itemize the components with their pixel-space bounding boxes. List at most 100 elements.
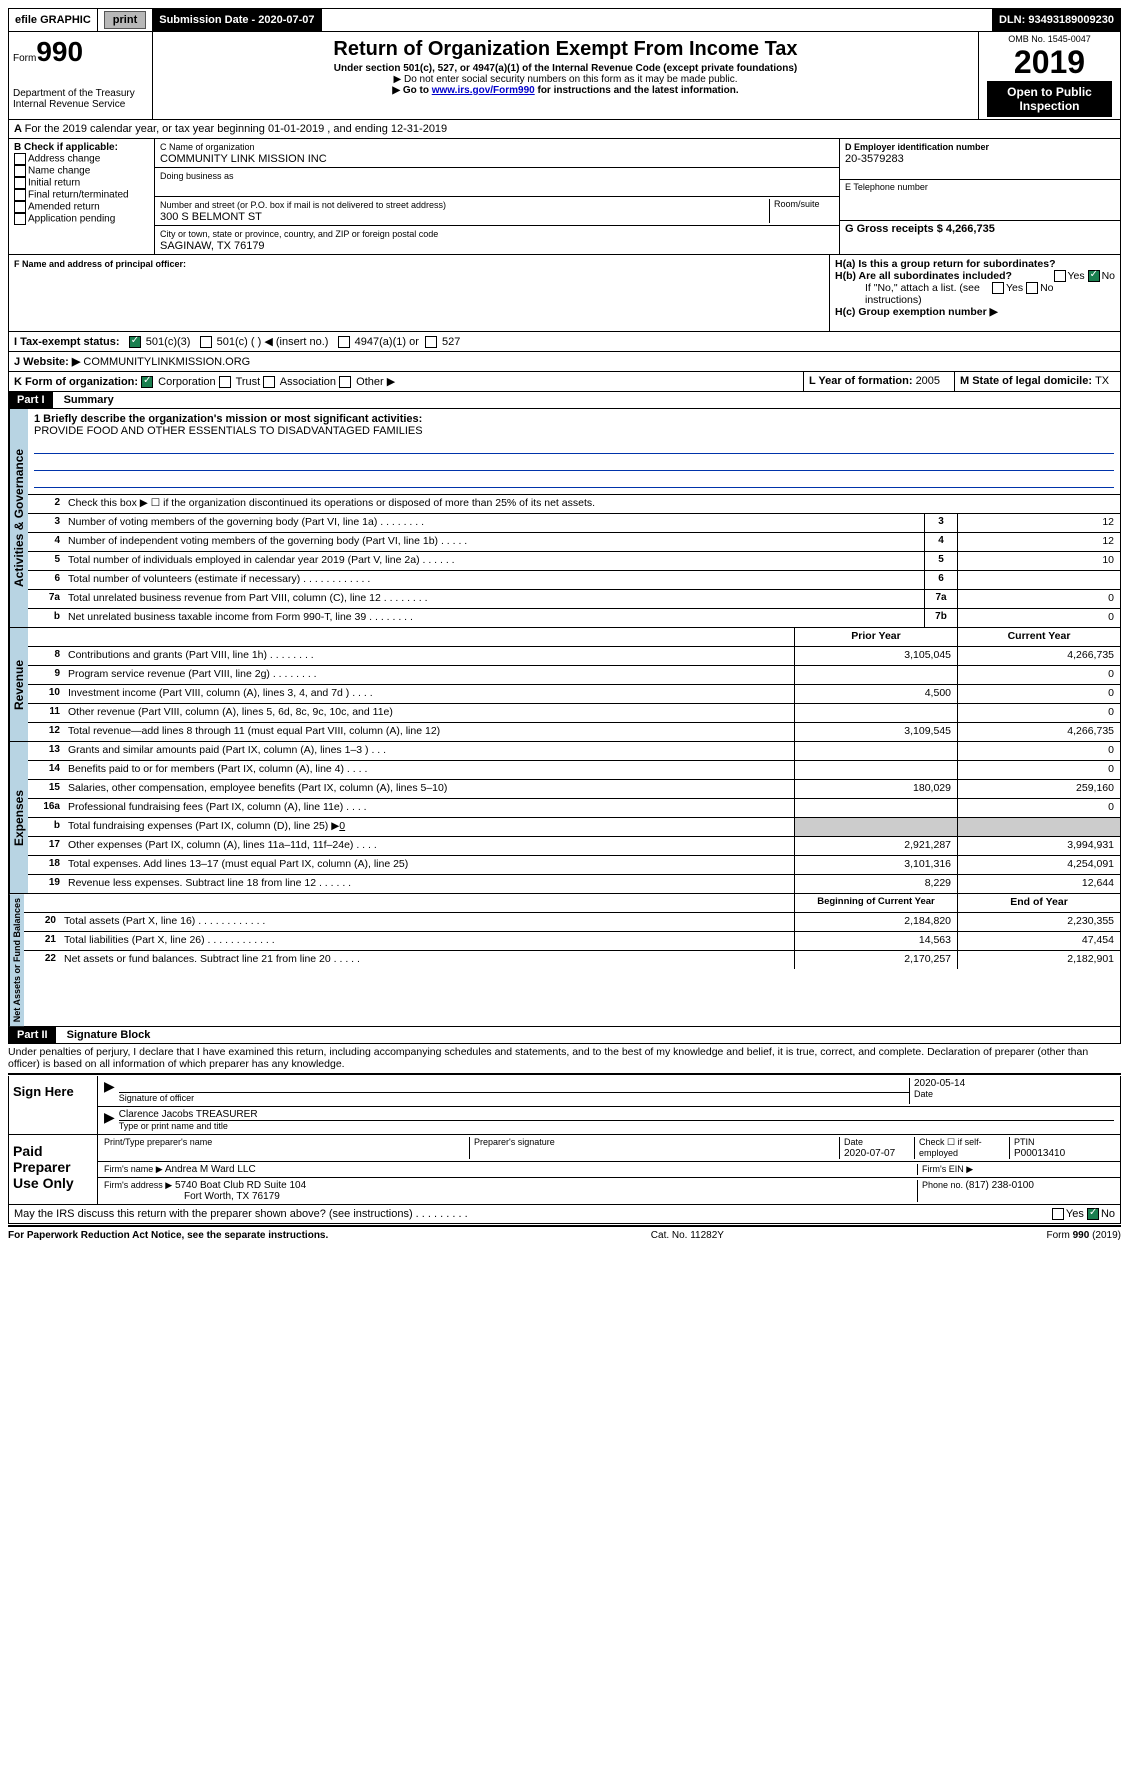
self-employed: Check ☐ if self-employed (915, 1137, 1010, 1159)
line-10: Investment income (Part VIII, column (A)… (64, 685, 794, 703)
val-20p: 2,184,820 (794, 913, 957, 931)
spacer (322, 9, 993, 31)
expenses-section: Expenses 13Grants and similar amounts pa… (8, 742, 1121, 894)
val-15c: 259,160 (957, 780, 1120, 798)
print-button[interactable]: print (98, 9, 153, 31)
line-2: Check this box ▶ ☐ if the organization d… (64, 495, 1120, 513)
box-f: F Name and address of principal officer: (9, 255, 830, 331)
firm-name: Andrea M Ward LLC (165, 1164, 256, 1175)
ein: 20-3579283 (845, 153, 904, 165)
activities-governance: Activities & Governance 1 Briefly descri… (8, 409, 1121, 628)
firm-ein-label: Firm's EIN ▶ (917, 1164, 1114, 1175)
val-9c: 0 (957, 666, 1120, 684)
hdr-current: Current Year (957, 628, 1120, 646)
box-de-g: D Employer identification number20-35792… (840, 139, 1120, 254)
box-i: I Tax-exempt status: 501(c)(3) 501(c) ( … (9, 332, 1120, 351)
footer: For Paperwork Reduction Act Notice, see … (8, 1228, 1121, 1243)
part1-title: Summary (56, 394, 114, 406)
part2-title: Signature Block (59, 1029, 151, 1041)
val-14c: 0 (957, 761, 1120, 779)
line-18: Total expenses. Add lines 13–17 (must eq… (64, 856, 794, 874)
line-19: Revenue less expenses. Subtract line 18 … (64, 875, 794, 893)
perjury-text: Under penalties of perjury, I declare th… (8, 1044, 1121, 1072)
dept-label: Department of the Treasury Internal Reve… (13, 88, 148, 110)
open-public: Open to Public Inspection (987, 81, 1112, 117)
form-ref: Form 990 (2019) (1047, 1230, 1121, 1241)
line-20: Total assets (Part X, line 16) . . . . .… (60, 913, 794, 931)
val-22p: 2,170,257 (794, 951, 957, 969)
val-7a: 0 (957, 590, 1120, 608)
side-revenue: Revenue (9, 628, 28, 741)
hdr-end: End of Year (957, 894, 1120, 912)
top-bar: efile GRAPHIC print Submission Date - 20… (8, 8, 1121, 32)
val-21c: 47,454 (957, 932, 1120, 950)
side-governance: Activities & Governance (9, 409, 28, 627)
ptin: P00013410 (1014, 1148, 1065, 1159)
box-m: M State of legal domicile: TX (955, 372, 1120, 391)
line-12: Total revenue—add lines 8 through 11 (mu… (64, 723, 794, 741)
prep-date: 2020-07-07 (844, 1148, 895, 1159)
dln: DLN: 93493189009230 (993, 9, 1120, 31)
efile-label: efile GRAPHIC (9, 9, 98, 31)
val-12p: 3,109,545 (794, 723, 957, 741)
val-17p: 2,921,287 (794, 837, 957, 855)
form-title: Return of Organization Exempt From Incom… (157, 38, 974, 61)
val-11c: 0 (957, 704, 1120, 722)
box-h: H(a) Is this a group return for subordin… (830, 255, 1120, 331)
paid-preparer-section: Paid Preparer Use Only Print/Type prepar… (8, 1135, 1121, 1205)
cat-no: Cat. No. 11282Y (651, 1230, 724, 1241)
line-7a: Total unrelated business revenue from Pa… (64, 590, 924, 608)
submission-date: Submission Date - 2020-07-07 (153, 9, 321, 31)
gross-receipts: 4,266,735 (946, 223, 995, 235)
line-17: Other expenses (Part IX, column (A), lin… (64, 837, 794, 855)
val-8p: 3,105,045 (794, 647, 957, 665)
line-22: Net assets or fund balances. Subtract li… (60, 951, 794, 969)
val-10c: 0 (957, 685, 1120, 703)
firm-addr1: 5740 Boat Club RD Suite 104 (175, 1180, 306, 1191)
line-9: Program service revenue (Part VIII, line… (64, 666, 794, 684)
form-header: Form990 Department of the Treasury Inter… (8, 32, 1121, 120)
line-6: Total number of volunteers (estimate if … (64, 571, 924, 589)
omb-number: OMB No. 1545-0047 (987, 34, 1112, 44)
val-15p: 180,029 (794, 780, 957, 798)
val-6 (957, 571, 1120, 589)
note-ssn: ▶ Do not enter social security numbers o… (157, 74, 974, 85)
paid-preparer-label: Paid Preparer Use Only (9, 1135, 98, 1204)
line-3: Number of voting members of the governin… (64, 514, 924, 532)
mission-q: 1 Briefly describe the organization's mi… (34, 413, 1114, 425)
sign-date: 2020-05-14 (914, 1078, 1114, 1089)
line-11: Other revenue (Part VIII, column (A), li… (64, 704, 794, 722)
val-18p: 3,101,316 (794, 856, 957, 874)
title-block: Return of Organization Exempt From Incom… (152, 32, 979, 119)
net-assets-section: Net Assets or Fund Balances Beginning of… (8, 894, 1121, 1027)
firm-phone: (817) 238-0100 (966, 1180, 1034, 1191)
side-net: Net Assets or Fund Balances (9, 894, 24, 1026)
part1-label: Part I (9, 392, 53, 408)
line-13: Grants and similar amounts paid (Part IX… (64, 742, 794, 760)
org-name: COMMUNITY LINK MISSION INC (160, 153, 327, 165)
line-7b: Net unrelated business taxable income fr… (64, 609, 924, 627)
val-3: 12 (957, 514, 1120, 532)
val-5: 10 (957, 552, 1120, 570)
val-4: 12 (957, 533, 1120, 551)
note-link: ▶ Go to www.irs.gov/Form990 for instruct… (157, 85, 974, 96)
line-5: Total number of individuals employed in … (64, 552, 924, 570)
box-b: B Check if applicable: Address change Na… (9, 139, 155, 254)
hdr-prior: Prior Year (794, 628, 957, 646)
box-j: J Website: ▶ COMMUNITYLINKMISSION.ORG (9, 352, 1120, 371)
val-19c: 12,644 (957, 875, 1120, 893)
val-16ac: 0 (957, 799, 1120, 817)
val-17c: 3,994,931 (957, 837, 1120, 855)
check-501c3 (129, 336, 141, 348)
signer-name: Clarence Jacobs TREASURER (119, 1109, 1114, 1121)
mission-text: PROVIDE FOOD AND OTHER ESSENTIALS TO DIS… (34, 425, 1114, 437)
revenue-section: Revenue Prior YearCurrent Year 8Contribu… (8, 628, 1121, 742)
klm-row: K Form of organization: Corporation Trus… (8, 372, 1121, 392)
website[interactable]: COMMUNITYLINKMISSION.ORG (83, 356, 250, 368)
discuss-row: May the IRS discuss this return with the… (8, 1205, 1121, 1224)
box-l: L Year of formation: 2005 (804, 372, 955, 391)
val-10p: 4,500 (794, 685, 957, 703)
pra-notice: For Paperwork Reduction Act Notice, see … (8, 1230, 328, 1241)
val-22c: 2,182,901 (957, 951, 1120, 969)
irs-link[interactable]: www.irs.gov/Form990 (432, 85, 535, 96)
